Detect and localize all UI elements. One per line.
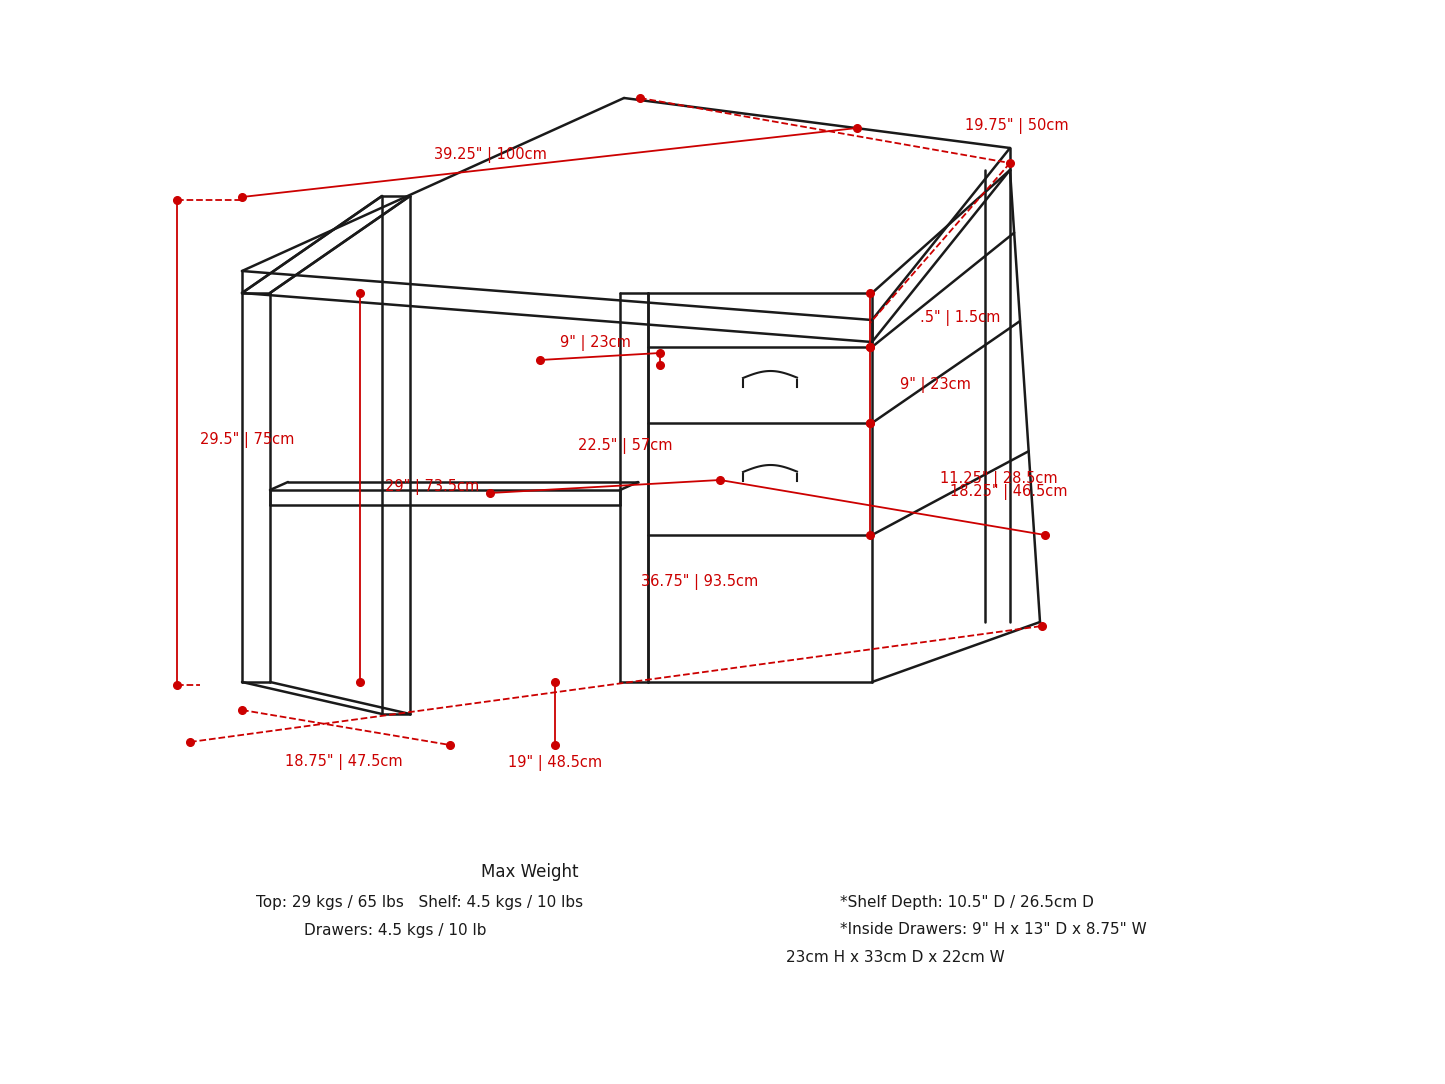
Text: .5" | 1.5cm: .5" | 1.5cm [920, 310, 1000, 326]
Text: 18.25" | 46.5cm: 18.25" | 46.5cm [949, 483, 1068, 500]
Text: 19.75" | 50cm: 19.75" | 50cm [965, 118, 1069, 134]
Text: *Inside Drawers: 9" H x 13" D x 8.75" W: *Inside Drawers: 9" H x 13" D x 8.75" W [840, 922, 1147, 938]
Text: 29" | 73.5cm: 29" | 73.5cm [384, 479, 480, 495]
Text: Drawers: 4.5 kgs / 10 lb: Drawers: 4.5 kgs / 10 lb [303, 922, 487, 938]
Text: *Shelf Depth: 10.5" D / 26.5cm D: *Shelf Depth: 10.5" D / 26.5cm D [840, 894, 1094, 909]
Text: 18.75" | 47.5cm: 18.75" | 47.5cm [285, 754, 403, 770]
Text: 11.25" | 28.5cm: 11.25" | 28.5cm [941, 472, 1058, 487]
Text: 9" | 23cm: 9" | 23cm [559, 335, 630, 351]
Text: Max Weight: Max Weight [481, 863, 579, 881]
Text: 22.5" | 57cm: 22.5" | 57cm [578, 438, 672, 454]
Text: 39.25" | 100cm: 39.25" | 100cm [434, 147, 546, 163]
Text: Top: 29 kgs / 65 lbs   Shelf: 4.5 kgs / 10 lbs: Top: 29 kgs / 65 lbs Shelf: 4.5 kgs / 10… [256, 894, 584, 909]
Text: 23cm H x 33cm D x 22cm W: 23cm H x 33cm D x 22cm W [786, 951, 1004, 966]
Text: 9" | 23cm: 9" | 23cm [900, 377, 971, 393]
Text: 29.5" | 75cm: 29.5" | 75cm [199, 433, 295, 448]
Text: 19" | 48.5cm: 19" | 48.5cm [509, 754, 603, 771]
Text: 36.75" | 93.5cm: 36.75" | 93.5cm [642, 575, 759, 590]
